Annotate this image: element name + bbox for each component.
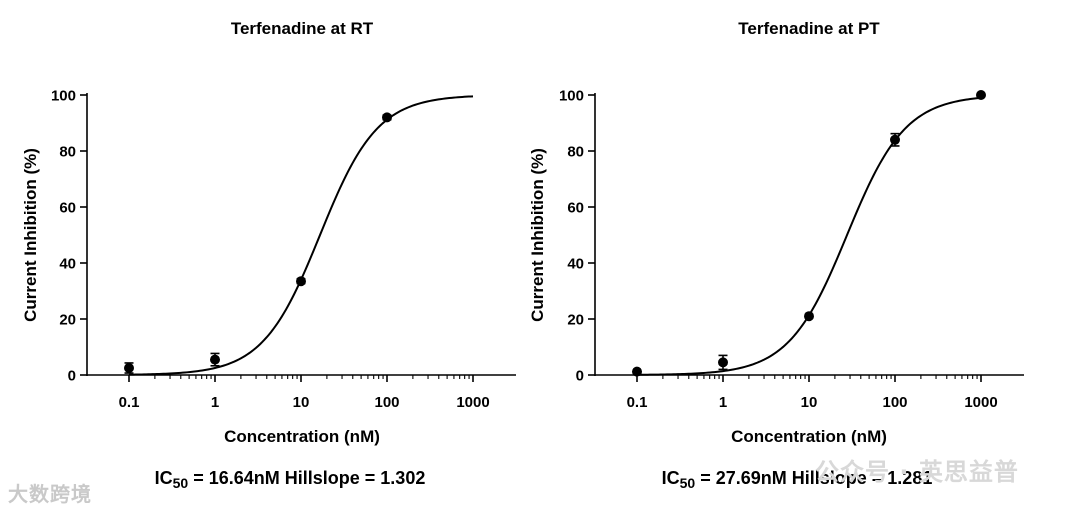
x-tick-label: 10 [801,394,818,411]
x-tick-label: 0.1 [627,394,648,411]
data-point [124,363,134,373]
chart-title: Terfenadine at PT [738,19,880,38]
ic-value-text: = 27.69nM Hillslope = 1.281 [695,468,932,488]
x-tick-label: 1000 [456,394,489,411]
x-tick-label: 100 [882,394,907,411]
x-tick-label: 1 [719,394,727,411]
ic-subscript: 50 [680,475,696,491]
y-tick-label: 0 [68,368,76,385]
y-tick-label: 20 [567,312,584,329]
y-tick-label: 60 [567,200,584,217]
x-tick-label: 10 [293,394,310,411]
x-tick-label: 0.1 [119,394,140,411]
ic-label: IC [155,468,173,488]
y-tick-label: 20 [59,312,76,329]
data-point [210,354,220,365]
y-tick-label: 0 [576,368,584,385]
y-tick-label: 80 [59,144,76,161]
y-axis-label: Current Inhibition (%) [21,148,40,322]
data-point [296,276,306,287]
data-point [382,112,392,123]
watermark-left: 大数跨境 [8,482,92,506]
x-tick-label: 1 [211,394,219,411]
data-point [976,90,986,100]
ic-value-text: = 16.64nM Hillslope = 1.302 [188,468,425,488]
y-tick-label: 60 [59,200,76,217]
ic50-annotation: IC50 = 16.64nM Hillslope = 1.302 [155,468,426,491]
y-tick-label: 40 [59,256,76,273]
y-tick-label: 100 [559,88,584,105]
fit-curve [128,95,474,376]
ic-subscript: 50 [173,475,189,491]
x-axis-label: Concentration (nM) [731,427,887,446]
chart-title: Terfenadine at RT [231,19,374,38]
y-tick-label: 80 [567,144,584,161]
x-tick-label: 100 [374,394,399,411]
x-axis-label: Concentration (nM) [224,427,380,446]
data-point [804,311,814,322]
y-tick-label: 40 [567,256,584,273]
data-point [718,357,728,368]
chart-panel-1: Terfenadine at RT 0 20 40 60 80 100 0.1 1 10 100 10… [21,19,516,491]
x-tick-label: 1000 [964,394,997,411]
fit-curve [636,96,982,376]
y-tick-label: 100 [51,88,76,105]
chart-panel-2: Terfenadine at PT 0 20 40 60 80 100 0.1 1 10 100 10… [528,19,1024,491]
data-point [890,134,900,145]
watermark-right: 公众号 · 英思益普 [815,458,1019,486]
data-point [632,366,642,377]
ic50-annotation: IC50 = 27.69nM Hillslope = 1.281 [662,468,933,491]
y-axis-label: Current Inhibition (%) [528,148,547,322]
ic-label: IC [662,468,680,488]
